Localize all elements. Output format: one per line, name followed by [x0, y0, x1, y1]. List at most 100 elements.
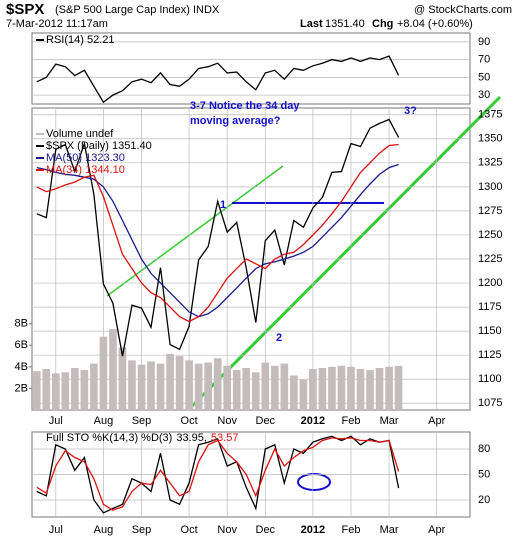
y-tick-label: 1275: [478, 205, 502, 217]
volume-bar: [118, 347, 127, 410]
annotation: 3?: [404, 105, 417, 117]
series-line: [36, 118, 400, 357]
x-tick-label: Nov: [217, 524, 237, 536]
x-tick-label: Feb: [341, 524, 360, 536]
annotation: 3-7 Notice the 34 day: [190, 100, 300, 112]
x-tick-label: Mar: [380, 524, 399, 536]
volume-bar: [375, 367, 384, 410]
volume-bar: [290, 375, 298, 410]
rsi-panel: [31, 32, 471, 105]
x-tick-label: Mar: [380, 415, 399, 427]
x-tick-label: 2012: [301, 415, 325, 427]
legend-entry: Volume undef: [46, 128, 114, 140]
y-tick-label: 1100: [478, 373, 502, 385]
volume-bar: [318, 367, 327, 410]
volume-bar: [128, 360, 136, 410]
volume-bar: [185, 360, 193, 410]
legend-entry: $SPX (Daily) 1351.40: [46, 140, 152, 152]
legend-entry: MA(50) 1323.30: [46, 152, 125, 164]
y-tick-label: 50: [478, 468, 490, 480]
volume-bar: [394, 365, 403, 410]
volume-bar: [204, 362, 212, 410]
x-tick-label: Feb: [341, 415, 360, 427]
y-tick-label: 80: [478, 443, 490, 455]
index-name: (S&P 500 Large Cap Index) INDX: [55, 4, 220, 16]
volume-bar: [385, 366, 393, 410]
y-tick-label: 1200: [478, 277, 502, 289]
x-tick-label: Apr: [428, 415, 445, 427]
volume-bar: [109, 329, 117, 410]
y2-tick-label: 6B: [15, 339, 28, 351]
source: @ StockCharts.com: [414, 4, 512, 16]
volume-bar: [42, 369, 51, 410]
volume-bar: [299, 379, 308, 410]
volume-bar: [32, 371, 41, 410]
volume-bar: [232, 370, 241, 410]
last-value: 1351.40: [325, 18, 365, 30]
y-tick-label: 20: [478, 494, 490, 506]
volume-bar: [99, 336, 108, 410]
chg-label: Chg: [372, 18, 393, 30]
y-tick-label: 1350: [478, 133, 502, 145]
volume-bar: [261, 362, 270, 410]
x-tick-label: Oct: [181, 524, 198, 536]
volume-bar: [80, 370, 89, 410]
y-tick-label: 1250: [478, 229, 502, 241]
y-tick-label: 1175: [478, 301, 502, 313]
y-tick-label: 1225: [478, 253, 502, 265]
volume-bar: [147, 361, 155, 410]
volume-bar: [213, 358, 222, 410]
volume-bar: [223, 365, 232, 410]
x-tick-label: Jul: [49, 524, 63, 536]
trendline: [188, 95, 502, 410]
volume-bar: [347, 366, 355, 410]
y-tick-label: 70: [478, 54, 490, 66]
annotation: moving average?: [190, 115, 281, 127]
x-tick-label: Aug: [94, 524, 114, 536]
legend-entry: RSI(14) 52.21: [46, 34, 114, 46]
x-tick-label: Dec: [256, 524, 276, 536]
x-tick-label: Oct: [181, 415, 198, 427]
y2-tick-label: 4B: [15, 361, 28, 373]
y2-tick-label: 8B: [15, 318, 28, 330]
annotation: 1: [220, 199, 226, 211]
x-tick-label: Dec: [256, 415, 276, 427]
x-tick-label: Jul: [49, 415, 63, 427]
series-line: [36, 437, 400, 511]
annotation: 2: [276, 332, 282, 344]
volume-bar: [51, 373, 60, 410]
volume-bar: [356, 369, 365, 410]
channel-line: [106, 165, 284, 297]
y-tick-label: 1125: [478, 349, 502, 361]
x-tick-label: Aug: [94, 415, 114, 427]
x-tick-label: Nov: [217, 415, 237, 427]
volume-bar: [194, 363, 203, 410]
volume-bar: [156, 363, 165, 410]
volume-bar: [270, 365, 279, 410]
y-tick-label: 90: [478, 36, 490, 48]
symbol: $SPX: [6, 1, 44, 18]
series-line: [36, 55, 400, 104]
last-label: Last: [300, 18, 323, 30]
y-tick-label: 1375: [478, 109, 502, 121]
volume-bar: [137, 364, 146, 410]
chg-value: +8.04 (+0.60%): [397, 18, 473, 30]
volume-bar: [242, 367, 251, 410]
y-tick-label: 1150: [478, 325, 502, 337]
y-tick-label: 50: [478, 71, 490, 83]
volume-bar: [337, 365, 346, 410]
volume-bar: [309, 369, 317, 410]
volume-bar: [328, 366, 336, 410]
volume-bar: [366, 370, 374, 410]
x-tick-label: Sep: [132, 524, 152, 536]
y-tick-label: 1075: [478, 397, 502, 409]
series-line: [36, 143, 399, 323]
volume-bar: [251, 372, 260, 410]
volume-bar: [61, 372, 70, 410]
panel-title: Full STO %K(14,3) %D(3): [46, 432, 172, 444]
y-tick-label: 30: [478, 89, 490, 101]
volume-bar: [71, 367, 79, 410]
date: 7-Mar-2012 11:17am: [6, 18, 108, 30]
y-tick-label: 1300: [478, 181, 502, 193]
